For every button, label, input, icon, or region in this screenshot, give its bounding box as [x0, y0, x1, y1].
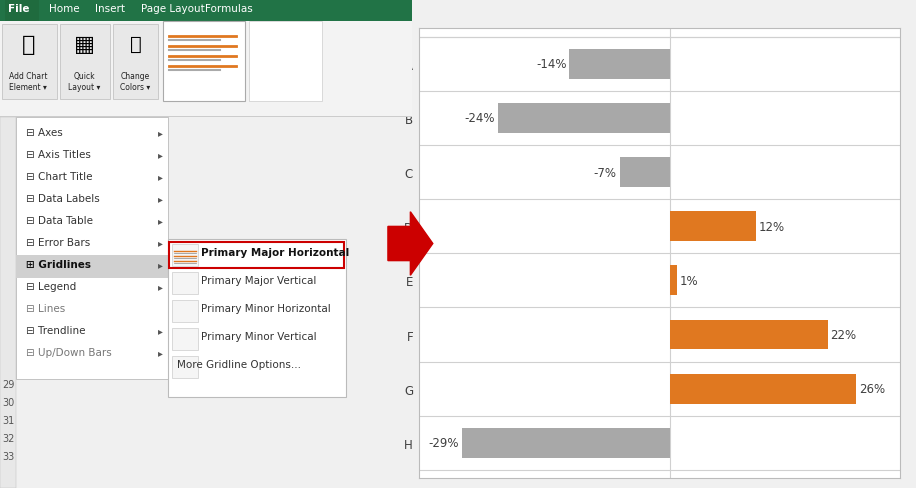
Text: ⊟ Data Table: ⊟ Data Table: [26, 216, 93, 225]
Text: 29: 29: [2, 379, 15, 389]
Bar: [249, 22, 322, 102]
Bar: [0, 22, 412, 117]
Text: -24%: -24%: [464, 112, 495, 125]
Text: 33: 33: [2, 451, 15, 461]
Text: Quick
Layout ▾: Quick Layout ▾: [68, 72, 101, 92]
Bar: [670, 320, 828, 350]
Text: File: File: [8, 4, 29, 14]
Text: 🎨: 🎨: [130, 35, 141, 54]
Bar: [0, 0, 412, 22]
Text: Primary Major Horizontal: Primary Major Horizontal: [201, 247, 349, 258]
Text: 12%: 12%: [758, 220, 785, 233]
Text: ▸: ▸: [158, 172, 163, 182]
Text: 30: 30: [2, 397, 15, 407]
Bar: [163, 22, 245, 102]
Text: ▸: ▸: [158, 347, 163, 357]
Bar: [169, 243, 344, 268]
Text: ▸: ▸: [158, 325, 163, 335]
Text: ▸: ▸: [158, 282, 163, 291]
Text: ▦: ▦: [74, 35, 94, 55]
Text: ▸: ▸: [158, 260, 163, 269]
Text: ⊟ Trendline: ⊟ Trendline: [26, 325, 85, 335]
Text: ▸: ▸: [158, 194, 163, 203]
Text: ▸: ▸: [158, 150, 163, 160]
Text: Primary Minor Vertical: Primary Minor Vertical: [201, 331, 316, 341]
Text: Page Layout: Page Layout: [141, 4, 205, 14]
Bar: [670, 374, 856, 404]
Bar: [2, 25, 57, 100]
Text: ⊟ Axis Titles: ⊟ Axis Titles: [26, 150, 91, 160]
FancyArrow shape: [388, 212, 432, 276]
Bar: [16, 256, 168, 279]
Bar: [462, 428, 670, 458]
Text: ⊟ Axes: ⊟ Axes: [26, 128, 62, 138]
Bar: [172, 356, 198, 378]
Text: ⊟ Error Bars: ⊟ Error Bars: [26, 238, 90, 247]
Text: -7%: -7%: [594, 166, 616, 179]
Bar: [113, 25, 158, 100]
Text: ⊟ Up/Down Bars: ⊟ Up/Down Bars: [26, 347, 112, 357]
Text: Primary Minor Horizontal: Primary Minor Horizontal: [201, 304, 331, 313]
Text: ▸: ▸: [158, 238, 163, 247]
Text: ▸: ▸: [158, 216, 163, 225]
Text: Insert: Insert: [95, 4, 125, 14]
Bar: [5, 0, 39, 22]
Text: 31: 31: [2, 415, 15, 425]
Bar: [172, 328, 198, 350]
Bar: [172, 244, 198, 266]
Text: ⊟ Data Labels: ⊟ Data Labels: [26, 194, 100, 203]
Text: Add Chart
Element ▾: Add Chart Element ▾: [9, 72, 48, 92]
Text: Change
Colors ▾: Change Colors ▾: [120, 72, 151, 92]
Text: Home: Home: [49, 4, 80, 14]
Text: ⊟ Legend: ⊟ Legend: [26, 282, 76, 291]
Bar: [172, 301, 198, 323]
Bar: [0, 118, 16, 488]
Text: Formulas: Formulas: [205, 4, 253, 14]
Text: -14%: -14%: [536, 58, 566, 71]
Text: 1%: 1%: [680, 274, 699, 287]
Text: 32: 32: [2, 433, 15, 443]
Bar: [619, 158, 670, 187]
Bar: [570, 50, 670, 80]
Text: 22%: 22%: [831, 328, 856, 341]
Text: 26%: 26%: [859, 383, 886, 395]
Text: -29%: -29%: [429, 436, 459, 449]
Text: ⊟ Chart Title: ⊟ Chart Title: [26, 172, 93, 182]
Bar: [172, 272, 198, 294]
Bar: [670, 266, 677, 296]
Text: ⊞ Gridlines: ⊞ Gridlines: [26, 260, 91, 269]
Text: 📊: 📊: [22, 35, 35, 55]
Text: ▸: ▸: [158, 128, 163, 138]
Text: ⊟ Lines: ⊟ Lines: [26, 304, 65, 313]
Bar: [497, 104, 670, 134]
Text: Primary Major Vertical: Primary Major Vertical: [201, 275, 316, 285]
Bar: [670, 212, 756, 242]
Bar: [168, 240, 346, 397]
Text: More Gridline Options...: More Gridline Options...: [177, 359, 300, 369]
Bar: [60, 25, 110, 100]
Bar: [16, 118, 168, 379]
Bar: [0, 117, 412, 118]
